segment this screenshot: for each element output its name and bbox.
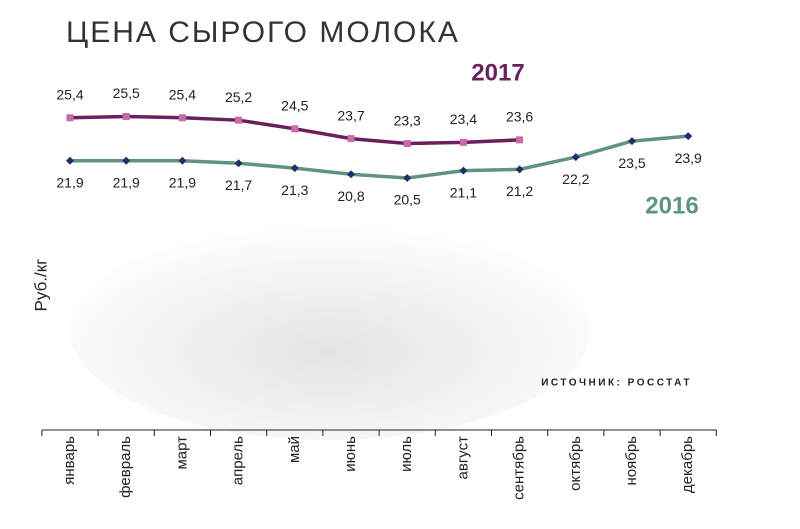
value-label: 24,5 bbox=[281, 97, 308, 113]
marker bbox=[122, 113, 130, 120]
series-name: 2016 bbox=[645, 192, 698, 219]
value-label: 21,9 bbox=[113, 174, 140, 190]
marker bbox=[403, 140, 411, 148]
value-label: 23,5 bbox=[618, 155, 645, 171]
marker bbox=[459, 138, 467, 146]
x-tick-label: август bbox=[454, 436, 471, 480]
value-label: 21,1 bbox=[450, 184, 477, 200]
marker bbox=[403, 173, 412, 182]
x-tick-label: январь bbox=[61, 436, 78, 485]
marker bbox=[234, 159, 243, 168]
value-label: 20,5 bbox=[394, 192, 421, 208]
marker bbox=[571, 153, 580, 162]
value-label: 21,7 bbox=[225, 177, 252, 193]
value-label: 23,3 bbox=[394, 112, 421, 128]
x-tick-label: апрель bbox=[230, 436, 247, 485]
y-axis-label: Руб./кг bbox=[31, 259, 50, 312]
x-tick-label: май bbox=[286, 436, 303, 463]
chart-title: ЦЕНА СЫРОГО МОЛОКА bbox=[66, 16, 460, 49]
x-tick-label: ноябрь bbox=[623, 436, 640, 486]
value-label: 23,4 bbox=[450, 111, 477, 127]
source-note: ИСТОЧНИК: РОССТАТ bbox=[541, 378, 692, 389]
marker bbox=[516, 136, 524, 144]
marker bbox=[66, 114, 74, 122]
x-tick-label: март bbox=[173, 436, 190, 470]
marker bbox=[122, 156, 131, 165]
value-label: 23,9 bbox=[675, 150, 702, 166]
value-label: 25,4 bbox=[56, 86, 83, 102]
value-label: 21,9 bbox=[56, 174, 83, 190]
marker bbox=[347, 170, 355, 179]
marker bbox=[347, 135, 355, 143]
value-label: 21,2 bbox=[506, 183, 533, 199]
x-tick-label: июнь bbox=[342, 436, 359, 472]
marker bbox=[178, 156, 187, 165]
value-label: 25,4 bbox=[169, 86, 196, 102]
series-line bbox=[70, 134, 689, 180]
background-splash bbox=[70, 220, 590, 440]
value-label: 21,9 bbox=[169, 174, 196, 190]
value-label: 20,8 bbox=[337, 188, 364, 204]
x-tick-label: февраль bbox=[117, 436, 134, 498]
x-tick-label: декабрь bbox=[679, 436, 696, 493]
marker bbox=[515, 165, 524, 174]
x-tick-label: июль bbox=[398, 436, 415, 472]
marker bbox=[628, 137, 636, 146]
x-tick-label: октябрь bbox=[567, 436, 584, 491]
value-label: 23,7 bbox=[337, 107, 364, 123]
marker bbox=[291, 125, 299, 133]
value-label: 21,3 bbox=[281, 182, 308, 198]
value-label: 22,2 bbox=[562, 171, 589, 187]
value-label: 25,5 bbox=[113, 85, 140, 101]
value-label: 23,6 bbox=[506, 109, 533, 125]
marker bbox=[290, 164, 299, 173]
marker bbox=[459, 166, 468, 175]
marker bbox=[66, 156, 74, 165]
series-name: 2017 bbox=[471, 59, 524, 86]
marker bbox=[684, 132, 693, 141]
marker bbox=[235, 116, 243, 124]
x-tick-label: сентябрь bbox=[511, 436, 528, 500]
marker bbox=[178, 114, 186, 122]
value-label: 25,2 bbox=[225, 89, 252, 105]
